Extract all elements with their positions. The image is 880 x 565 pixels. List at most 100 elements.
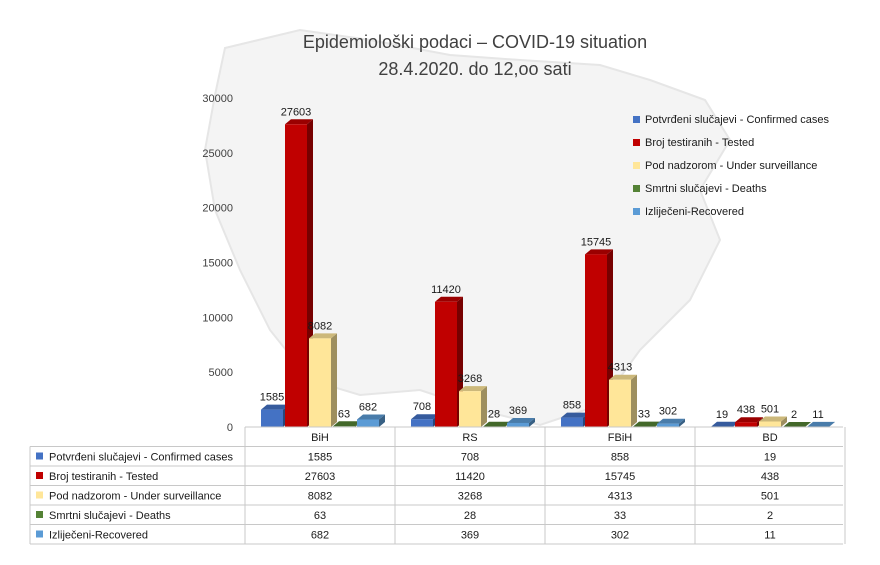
- category-label: RS: [462, 432, 477, 444]
- table-swatch: [36, 511, 43, 518]
- data-label: 33: [638, 409, 650, 421]
- bar-BiH-1: [285, 119, 313, 427]
- data-label: 28: [488, 409, 500, 421]
- table-cell: 4313: [608, 491, 632, 503]
- bar-top: [309, 333, 337, 339]
- background-map-shape: [203, 28, 732, 427]
- table-cell: 438: [761, 471, 779, 483]
- bar-top: [357, 414, 385, 420]
- table-cell: 33: [614, 510, 626, 522]
- bar-side: [781, 416, 787, 427]
- legend-label: Potvrđeni slučajevi - Confirmed cases: [645, 114, 830, 126]
- legend-label: Broj testiranih - Tested: [645, 137, 754, 149]
- bar-BiH-3: [333, 421, 361, 427]
- bar-BD-0: [711, 421, 739, 428]
- table-cell: 501: [761, 491, 779, 503]
- table-swatch: [36, 530, 43, 538]
- bar-top: [285, 119, 313, 125]
- bar-top: [807, 421, 835, 427]
- table-series-label: Potvrđeni slučajevi - Confirmed cases: [49, 452, 234, 464]
- data-label: 4313: [608, 362, 632, 374]
- bar-front: [657, 423, 679, 427]
- bars: 1585 27603 8082 63 682 708 11420 3268 28 369 858 15…: [260, 106, 835, 428]
- bar-RS-0: [411, 414, 439, 427]
- bar-side: [631, 374, 637, 427]
- bar-front: [735, 422, 757, 427]
- data-label: 2: [791, 409, 797, 421]
- bar-top: [483, 421, 511, 427]
- y-tick-label: 20000: [202, 203, 233, 215]
- bar-side: [379, 414, 385, 427]
- legend-swatch: [633, 139, 640, 146]
- bar-RS-3: [483, 421, 511, 428]
- data-label: 302: [659, 406, 677, 418]
- legend-label: Izliječeni-Recovered: [645, 206, 744, 218]
- legend-label: Pod nadzorom - Under surveillance: [645, 160, 817, 172]
- bar-side: [805, 421, 811, 427]
- data-label: 11: [812, 409, 823, 421]
- bar-front: [261, 409, 283, 427]
- y-tick-label: 5000: [209, 367, 233, 379]
- data-label: 708: [413, 401, 431, 413]
- bar-top: [459, 386, 487, 392]
- bar-BiH-4: [357, 414, 385, 427]
- bar-top: [507, 417, 535, 423]
- table-cell: 8082: [308, 491, 332, 503]
- bar-top: [711, 421, 739, 427]
- bar-FBiH-2: [609, 374, 637, 427]
- bar-side: [529, 417, 535, 427]
- bar-front: [585, 254, 607, 427]
- table-series-label: Smrtni slučajevi - Deaths: [49, 510, 171, 522]
- table-cell: 1585: [308, 452, 332, 464]
- bar-top: [585, 249, 613, 255]
- data-label: 8082: [308, 320, 332, 332]
- bar-front: [411, 419, 433, 427]
- bar-BiH-0: [261, 404, 289, 427]
- table-cell: 15745: [605, 471, 636, 483]
- legend-swatch: [633, 208, 640, 215]
- bar-side: [331, 333, 337, 427]
- data-label: 11420: [431, 284, 461, 296]
- table-swatch: [36, 491, 43, 499]
- bar-top: [435, 296, 463, 302]
- bar-FBiH-1: [585, 249, 613, 427]
- chart-subtitle: 28.4.2020. do 12,oo sati: [378, 59, 571, 79]
- bar-front: [609, 379, 631, 427]
- bar-top: [759, 416, 787, 422]
- legend-swatch: [633, 116, 640, 123]
- legend: Potvrđeni slučajevi - Confirmed cases Bro…: [633, 114, 830, 218]
- bar-front: [507, 422, 529, 427]
- bar-top: [783, 421, 811, 427]
- table-cell: 27603: [305, 471, 336, 483]
- data-label: 682: [359, 402, 377, 414]
- data-label: 438: [737, 404, 755, 416]
- bar-BD-1: [735, 417, 763, 427]
- bar-top: [657, 418, 685, 424]
- data-label: 369: [509, 405, 527, 417]
- data-label: 501: [761, 404, 779, 416]
- bar-FBiH-3: [633, 421, 661, 428]
- bar-RS-4: [507, 417, 535, 427]
- bar-RS-1: [435, 296, 463, 427]
- table-series-label: Broj testiranih - Tested: [49, 471, 158, 483]
- bar-front: [435, 301, 457, 427]
- bar-top: [333, 421, 361, 427]
- y-tick-label: 10000: [202, 312, 233, 324]
- data-label: 27603: [281, 106, 312, 118]
- y-tick-label: 30000: [202, 93, 233, 105]
- bar-front: [285, 124, 307, 427]
- data-label: 15745: [581, 236, 612, 248]
- table-cell: 11420: [455, 471, 485, 483]
- table-cell: 858: [611, 452, 629, 464]
- y-tick-label: 0: [227, 422, 233, 434]
- bar-front: [309, 338, 331, 427]
- table-cell: 19: [764, 452, 776, 464]
- legend-label: Smrtni slučajevi - Deaths: [645, 183, 767, 195]
- table-series-label: Izliječeni-Recovered: [49, 530, 148, 542]
- bar-top: [261, 404, 289, 410]
- y-tick-label: 25000: [202, 148, 233, 160]
- bar-front: [357, 419, 379, 427]
- data-label: 63: [338, 408, 350, 420]
- table-cell: 302: [611, 530, 629, 542]
- data-label: 3268: [458, 373, 482, 385]
